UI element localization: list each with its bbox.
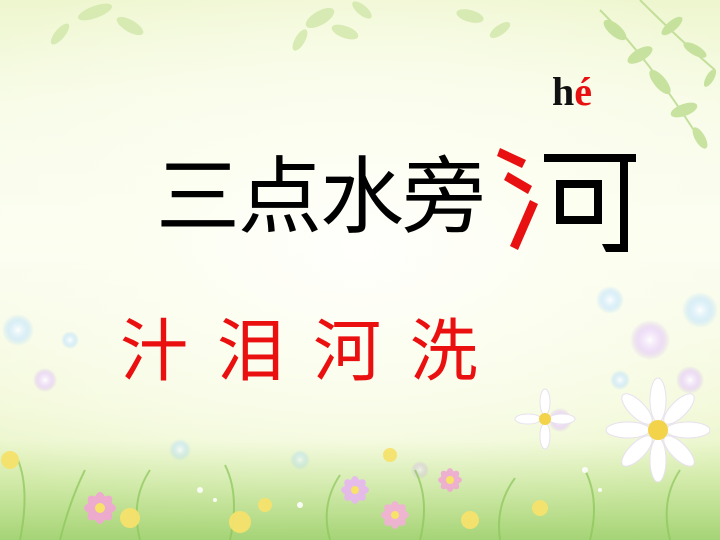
example-char-4: 洗 xyxy=(409,313,478,392)
daisy-large-right xyxy=(605,377,711,483)
yellow-blossoms xyxy=(1,448,548,533)
grass-blades xyxy=(17,459,681,540)
character-he-highlighted: 河 xyxy=(492,138,636,252)
daisy-small-right xyxy=(514,388,576,450)
ke-component xyxy=(544,154,636,252)
pinyin-final: é xyxy=(574,69,593,114)
example-char-2: 泪 xyxy=(216,313,285,392)
example-char-1: 汁 xyxy=(120,313,189,392)
leaf-cluster-top-left xyxy=(50,1,511,51)
pinyin-initial: h xyxy=(552,69,575,114)
leaf-spray-top-right xyxy=(599,0,717,149)
radical-title: 三点水旁 xyxy=(156,148,486,246)
water-radical-strokes xyxy=(497,148,538,250)
pink-flowers-bottom xyxy=(84,468,462,529)
example-characters: 汁泪河洗 xyxy=(120,308,478,398)
character-he-label: 河 xyxy=(492,138,493,139)
small-dots xyxy=(197,467,602,508)
example-char-3: 河 xyxy=(313,313,382,392)
pinyin-he: hé xyxy=(552,68,592,116)
